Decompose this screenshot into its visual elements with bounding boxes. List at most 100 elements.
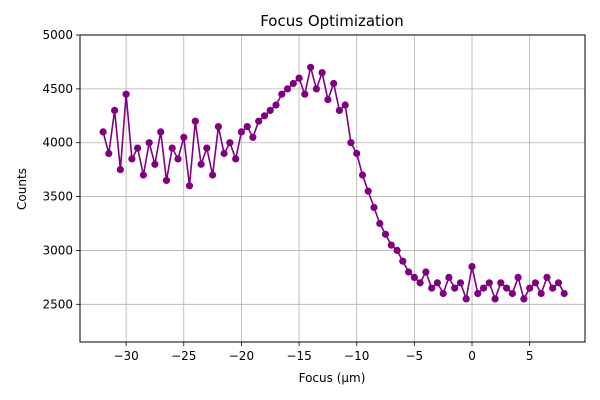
data-point	[514, 273, 522, 281]
data-point	[520, 295, 528, 303]
x-tick-label: −25	[171, 349, 196, 363]
data-point	[197, 160, 205, 168]
data-point	[335, 106, 343, 114]
data-point	[116, 166, 124, 174]
data-point	[330, 79, 338, 88]
y-tick-label: 5000	[42, 28, 73, 42]
data-point	[526, 284, 534, 292]
data-point	[439, 289, 447, 298]
data-point	[433, 279, 441, 287]
data-point	[134, 144, 142, 152]
data-point	[358, 171, 367, 179]
data-point	[456, 279, 465, 287]
data-point	[370, 203, 378, 211]
y-tick-label: 4000	[42, 136, 73, 150]
data-point	[341, 101, 349, 109]
data-point	[289, 79, 297, 88]
data-point	[560, 289, 568, 298]
data-point	[508, 289, 516, 298]
data-point	[168, 144, 176, 152]
data-point	[162, 176, 171, 184]
data-point	[111, 106, 119, 114]
data-point	[554, 279, 563, 287]
x-tick-label: 0	[468, 349, 476, 363]
data-point	[491, 295, 499, 303]
data-point	[451, 284, 459, 292]
data-point	[99, 128, 107, 136]
data-point	[266, 106, 274, 114]
data-point	[410, 273, 418, 281]
data-point	[479, 284, 488, 292]
data-point	[209, 171, 217, 179]
data-point	[543, 273, 551, 281]
data-point	[381, 230, 390, 238]
data-point	[128, 155, 136, 163]
data-point	[139, 171, 147, 179]
x-axis-label: Focus (μm)	[299, 371, 366, 385]
data-point	[157, 128, 165, 136]
data-point	[185, 182, 194, 190]
data-point	[416, 279, 424, 287]
data-point	[278, 90, 286, 98]
x-tick-label: −5	[406, 349, 424, 363]
data-point	[462, 295, 470, 303]
data-point	[474, 289, 482, 298]
data-point	[503, 284, 511, 292]
data-point	[318, 69, 326, 77]
data-point	[232, 155, 240, 163]
y-tick-label: 3000	[42, 243, 73, 257]
data-point	[387, 241, 395, 249]
y-tick-label: 4500	[42, 82, 73, 96]
x-tick-label: −15	[286, 349, 311, 363]
chart-title: Focus Optimization	[260, 12, 404, 30]
x-tick-label: 5	[526, 349, 534, 363]
data-point	[174, 155, 182, 163]
x-tick-label: −30	[113, 349, 138, 363]
data-point	[145, 139, 153, 147]
x-tick-label: −10	[344, 349, 369, 363]
data-point	[283, 85, 292, 93]
series-layer	[99, 63, 568, 303]
data-point	[497, 279, 505, 287]
data-point	[249, 133, 257, 141]
data-point	[226, 139, 234, 147]
data-point	[405, 268, 413, 276]
data-point	[214, 123, 222, 131]
plot-frame	[79, 34, 586, 343]
data-point	[260, 112, 269, 120]
data-point	[399, 257, 407, 265]
data-point	[537, 289, 545, 298]
data-point	[295, 74, 303, 82]
data-point	[445, 273, 453, 281]
data-point	[220, 149, 228, 158]
data-point	[549, 284, 557, 292]
data-point	[347, 139, 355, 147]
data-point	[203, 144, 211, 152]
data-point	[428, 284, 436, 292]
data-point	[243, 123, 251, 131]
data-point	[151, 160, 159, 168]
data-point	[376, 219, 384, 228]
data-point	[301, 90, 309, 98]
data-point	[422, 268, 430, 276]
y-tick-label: 3500	[42, 190, 73, 204]
data-point	[237, 128, 245, 136]
data-point	[255, 117, 263, 125]
data-point	[122, 90, 130, 98]
data-point	[191, 117, 199, 125]
data-point	[307, 63, 315, 71]
data-point	[393, 246, 401, 254]
data-point	[105, 149, 113, 158]
x-tick-label: −20	[229, 349, 254, 363]
y-axis-label: Counts	[15, 168, 29, 210]
data-point	[324, 96, 332, 104]
data-point	[468, 263, 476, 271]
data-point	[353, 149, 361, 158]
data-point	[485, 279, 493, 287]
data-point	[531, 279, 540, 287]
data-point	[272, 101, 280, 109]
data-point	[312, 85, 320, 93]
y-tick-label: 2500	[42, 297, 73, 311]
